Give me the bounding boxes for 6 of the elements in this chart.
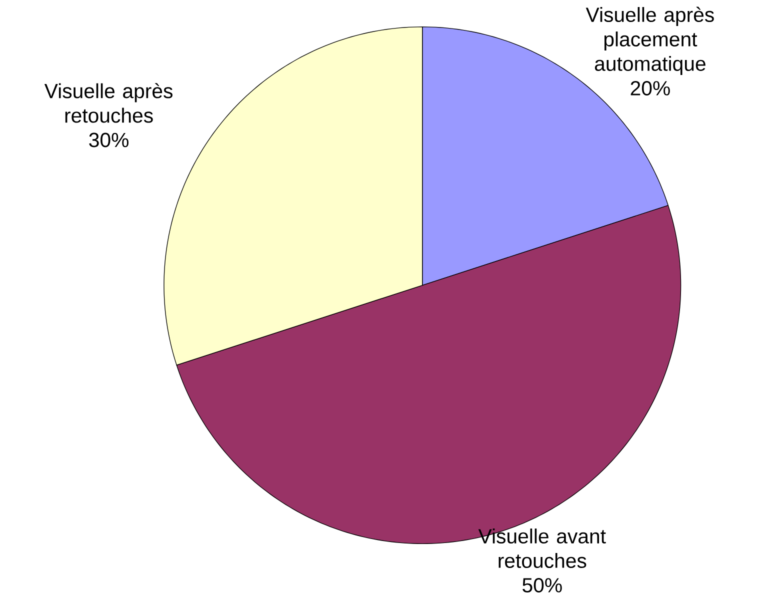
slice-label: Visuelle après retouches [44, 82, 172, 123]
slice-label: Visuelle après placement automatique [586, 6, 714, 75]
data-label: 20% [630, 80, 670, 96]
data-label: 50% [522, 578, 562, 592]
slice-label: Visuelle avant retouches [478, 528, 606, 568]
data-label: 30% [89, 132, 128, 148]
